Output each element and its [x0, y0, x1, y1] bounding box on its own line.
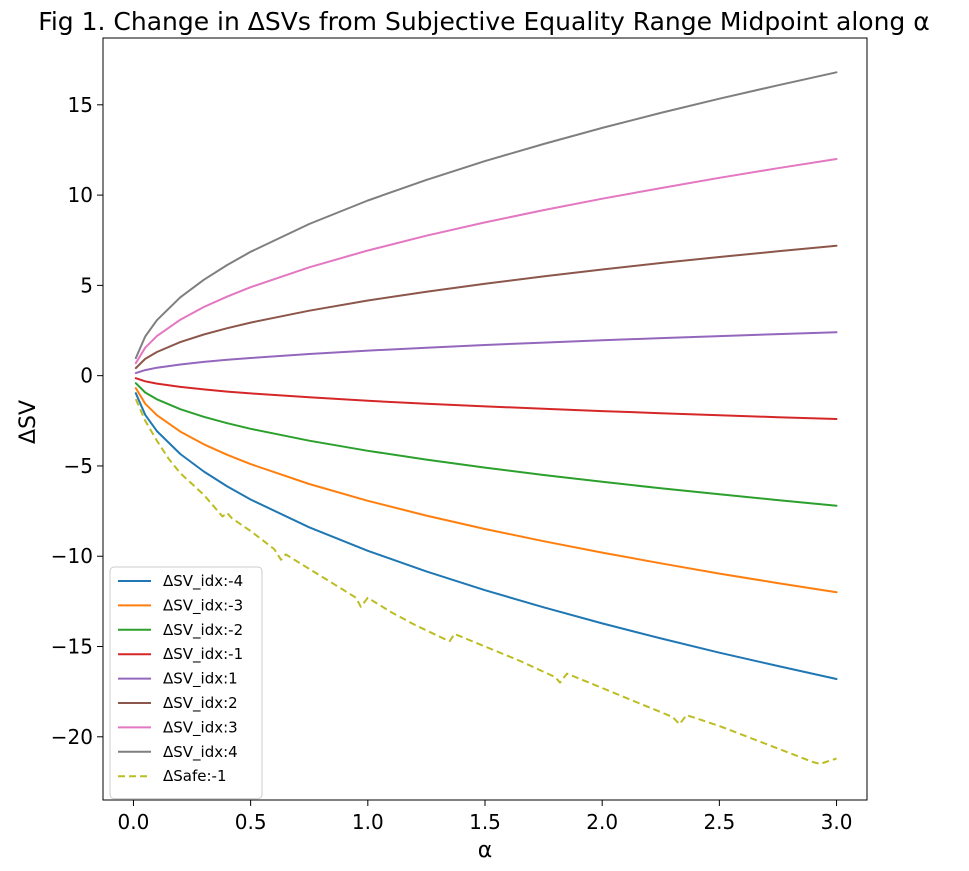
y-axis: 15 10 5 0 −5 −10 −15 −20	[51, 93, 103, 749]
series-line	[134, 398, 837, 765]
legend: ΔSV_idx:-4 ΔSV_idx:-3 ΔSV_idx:-2 ΔSV_idx:-1…	[109, 566, 263, 800]
y-tick-label: −5	[64, 454, 93, 478]
legend-entry: ΔSV_idx:4	[163, 743, 238, 762]
series-line	[134, 71, 838, 360]
x-tick-label: 1.0	[352, 810, 384, 834]
y-tick-label: 5	[80, 273, 93, 297]
y-tick-label: 15	[68, 93, 93, 117]
x-tick-label: 3.0	[821, 810, 853, 834]
series-line	[134, 387, 838, 594]
series-line	[134, 331, 838, 375]
legend-entry: ΔSV_idx:2	[163, 694, 238, 713]
series-line	[134, 382, 838, 507]
chart-title: Fig 1. Change in ΔSVs from Subjective Eq…	[38, 7, 929, 36]
legend-box	[109, 566, 263, 800]
x-axis: 0.0 0.5 1.0 1.5 2.0 2.5 3.0	[118, 800, 853, 834]
y-tick-label: 10	[68, 183, 93, 207]
x-tick-label: 2.0	[586, 810, 618, 834]
x-axis-label: α	[478, 838, 493, 863]
x-tick-label: 2.5	[703, 810, 735, 834]
legend-entry: ΔSV_idx:-4	[163, 572, 243, 591]
y-tick-label: 0	[80, 364, 93, 388]
series-line	[134, 377, 838, 420]
y-tick-label: −10	[51, 544, 93, 568]
legend-entry: ΔSV_idx:1	[163, 670, 238, 689]
y-axis-label: ΔSV	[16, 400, 41, 444]
x-tick-label: 1.5	[469, 810, 501, 834]
x-tick-label: 0.0	[118, 810, 150, 834]
series-line	[134, 392, 838, 680]
y-tick-label: −15	[51, 635, 93, 659]
series-line	[134, 158, 838, 365]
legend-entry: ΔSafe:-1	[163, 767, 227, 785]
series-line	[134, 244, 838, 370]
y-tick-label: −20	[51, 725, 93, 749]
legend-entry: ΔSV_idx:-3	[163, 596, 243, 615]
legend-entry: ΔSV_idx:3	[163, 718, 238, 737]
legend-entry: ΔSV_idx:-1	[163, 645, 243, 664]
series-layer	[134, 71, 838, 765]
legend-entry: ΔSV_idx:-2	[163, 621, 243, 640]
x-tick-label: 0.5	[235, 810, 267, 834]
